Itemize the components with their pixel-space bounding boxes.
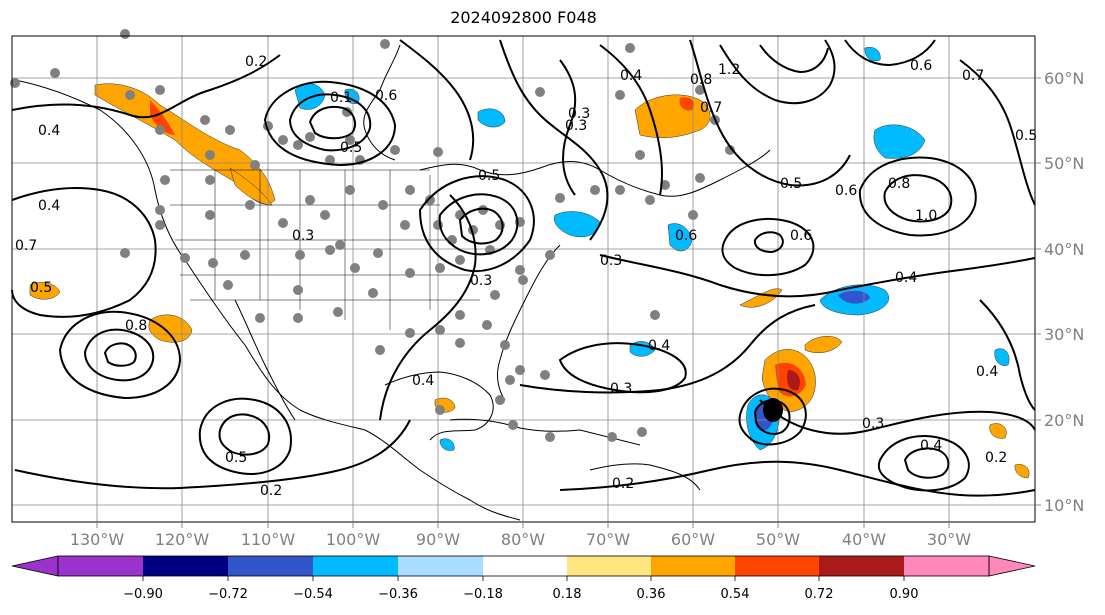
colorbar-tick-label: −0.54 <box>293 587 333 602</box>
contour-label: 0.4 <box>920 438 942 454</box>
colorbar-tick-label: 0.90 <box>890 587 919 602</box>
colorbar-tick-label: 0.18 <box>553 587 582 602</box>
contour-label: 0.7 <box>15 238 37 254</box>
coastlines <box>14 44 771 521</box>
contour-label: 0.4 <box>620 68 642 84</box>
contour-label: 0.6 <box>910 58 932 74</box>
colorbar-extend-high <box>988 555 1036 577</box>
contour-label: 0.3 <box>470 273 492 289</box>
colorbar-segment <box>567 556 651 576</box>
contour-label: 0.8 <box>125 318 147 334</box>
colorbar-segment <box>904 556 989 576</box>
contour-label: 0.4 <box>895 270 917 286</box>
colorbar-tick-label: 0.36 <box>637 587 666 602</box>
map-title: 2024092800 F048 <box>450 8 597 27</box>
colorbar-segment <box>651 556 735 576</box>
axis-ticks <box>96 77 1041 528</box>
colorbar-tick-label: 0.54 <box>721 587 750 602</box>
contour-label: 0.4 <box>976 364 998 380</box>
lon-label: 30°W <box>927 530 971 549</box>
latitude-labels: 60°N 50°N 40°N 30°N 20°N 10°N <box>1044 69 1084 515</box>
contour-label: 0.7 <box>962 68 984 84</box>
shaded-fields <box>29 47 1030 479</box>
lat-label: 10°N <box>1044 496 1084 515</box>
contour-label: 0.2 <box>612 476 634 492</box>
colorbar: −0.90 −0.72 −0.54 −0.36 −0.18 0.18 0.36 … <box>11 555 1036 602</box>
lat-label: 50°N <box>1044 154 1084 173</box>
contour-label: 0.5 <box>478 168 500 184</box>
contour-label: 0.2 <box>245 54 267 70</box>
contour-label: 0.6 <box>375 88 397 104</box>
lon-label: 70°W <box>586 530 630 549</box>
contour-labels: 0.2 0.6 1.2 0.7 0.5 0.4 0.3 0.8 1.0 0.1 … <box>15 54 1037 499</box>
contour-label: 0.3 <box>600 253 622 269</box>
lat-label: 30°N <box>1044 325 1084 344</box>
stations <box>10 29 735 442</box>
lon-label: 120°W <box>155 530 210 549</box>
contour-label: 0.7 <box>700 100 722 116</box>
colorbar-segment <box>313 556 398 576</box>
contour-label: 0.6 <box>835 183 857 199</box>
contour-label: 0.8 <box>888 176 910 192</box>
lon-label: 80°W <box>501 530 545 549</box>
colorbar-tick-label: 0.72 <box>805 587 834 602</box>
lon-label: 110°W <box>241 530 296 549</box>
contour-label: 1.2 <box>718 62 740 78</box>
colorbar-segment <box>228 556 313 576</box>
contour-label: 0.5 <box>780 176 802 192</box>
lon-label: 40°W <box>842 530 886 549</box>
colorbar-tick-label: −0.36 <box>378 587 418 602</box>
colorbar-tick-label: −0.18 <box>463 587 503 602</box>
lat-label: 60°N <box>1044 69 1084 88</box>
colorbar-tick-label: −0.72 <box>208 587 248 602</box>
longitude-labels: 130°W 120°W 110°W 100°W 90°W 80°W 70°W 6… <box>70 530 971 549</box>
lon-label: 90°W <box>416 530 460 549</box>
contour-label: 0.3 <box>292 228 314 244</box>
contour-label: 0.1 <box>330 90 352 106</box>
colorbar-extend-low <box>11 555 59 577</box>
contour-label: 1.0 <box>915 208 937 224</box>
colorbar-segment <box>398 556 483 576</box>
lon-label: 130°W <box>70 530 125 549</box>
lon-label: 50°W <box>756 530 800 549</box>
contour-label: 0.5 <box>30 280 52 296</box>
contour-label: 0.5 <box>340 140 362 156</box>
contour-label: 0.3 <box>568 106 590 122</box>
colorbar-segment <box>483 556 567 576</box>
contour-label: 0.2 <box>985 450 1007 466</box>
contour-label: 0.4 <box>412 373 434 389</box>
contour-label: 0.4 <box>38 123 60 139</box>
colorbar-tick-label: −0.90 <box>123 587 163 602</box>
contour-label: 0.3 <box>565 118 587 134</box>
contour-label: 0.3 <box>610 381 632 397</box>
contours <box>11 39 1036 497</box>
lon-label: 60°W <box>671 530 715 549</box>
lat-label: 20°N <box>1044 411 1084 430</box>
colorbar-segment <box>735 556 819 576</box>
lon-label: 100°W <box>326 530 381 549</box>
contour-label: 0.2 <box>260 483 282 499</box>
contour-label: 0.5 <box>1015 128 1037 144</box>
lat-label: 40°N <box>1044 240 1084 259</box>
colorbar-segment <box>58 556 143 576</box>
contour-label: 0.4 <box>38 198 60 214</box>
contour-label: 0.6 <box>675 228 697 244</box>
contour-label: 0.4 <box>648 338 670 354</box>
contour-label: 0.8 <box>690 72 712 88</box>
colorbar-segment <box>819 556 904 576</box>
contour-label: 0.5 <box>225 450 247 466</box>
colorbar-segment <box>143 556 228 576</box>
contour-label: 0.6 <box>790 228 812 244</box>
storm-center <box>763 398 783 422</box>
contour-label: 0.3 <box>862 416 884 432</box>
